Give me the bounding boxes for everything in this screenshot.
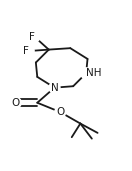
Circle shape	[29, 31, 40, 42]
Text: NH: NH	[86, 68, 102, 78]
Circle shape	[49, 82, 60, 93]
Circle shape	[10, 97, 21, 108]
Text: N: N	[51, 83, 58, 93]
Text: F: F	[29, 32, 34, 42]
Circle shape	[23, 46, 34, 56]
Circle shape	[55, 107, 66, 117]
Text: O: O	[56, 107, 64, 117]
Circle shape	[81, 68, 92, 79]
Text: O: O	[12, 98, 20, 108]
Text: F: F	[23, 46, 29, 56]
